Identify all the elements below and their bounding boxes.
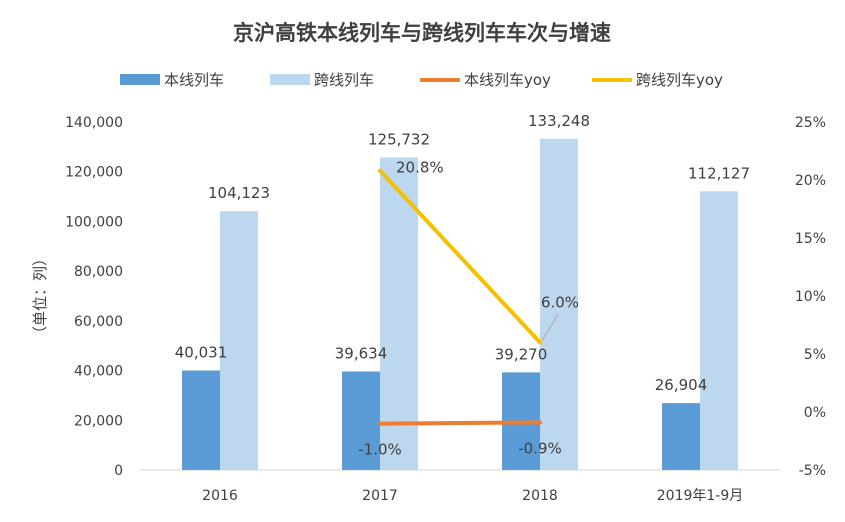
y-axis-label: （单位：列）	[31, 251, 49, 341]
bar-cross	[700, 191, 738, 471]
chart-title: 京沪高铁本线列车与跨线列车车次与增速	[233, 21, 611, 45]
right-axis-ticks: -5% 0% 5% 10% 15% 20% 25%	[795, 115, 826, 479]
legend-label: 跨线列车yoy	[636, 71, 723, 89]
bar-value-label: 39,270	[495, 345, 548, 363]
left-tick-label: 80,000	[74, 264, 123, 280]
bar-value-label: 40,031	[175, 343, 228, 361]
right-tick-label: -5%	[799, 463, 826, 479]
x-tick-label: 2018	[522, 488, 558, 504]
legend-label: 本线列车yoy	[464, 71, 551, 89]
right-tick-label: 5%	[804, 347, 826, 363]
legend-swatch	[270, 74, 310, 85]
line-value-label: -0.9%	[518, 439, 562, 457]
bars	[182, 138, 738, 471]
bar-local	[182, 370, 220, 470]
line-value-label: 6.0%	[541, 293, 579, 311]
line-value-label: 20.8%	[396, 159, 444, 177]
left-tick-label: 0	[114, 463, 123, 479]
legend-swatch	[120, 74, 160, 85]
bar-value-label: 104,123	[208, 184, 270, 202]
left-tick-label: 40,000	[74, 364, 123, 380]
legend-label: 本线列车	[164, 71, 224, 89]
bar-value-label: 125,732	[368, 130, 430, 148]
left-tick-label: 120,000	[65, 165, 123, 181]
left-axis-ticks: 0 20,000 40,000 60,000 80,000 100,000 120,000 1…	[65, 115, 123, 479]
right-tick-label: 0%	[804, 405, 826, 421]
bar-local	[662, 403, 700, 470]
x-axis-ticks: 2016 2017 2018 2019年1-9月	[202, 488, 743, 504]
left-tick-label: 140,000	[65, 115, 123, 131]
bar-value-label: 26,904	[655, 376, 708, 394]
line-cross-yoy	[378, 168, 542, 345]
legend: 本线列车 跨线列车 本线列车yoy 跨线列车yoy	[120, 71, 723, 89]
bar-value-label: 39,634	[335, 344, 388, 362]
bar-local	[342, 371, 380, 470]
left-tick-label: 60,000	[74, 314, 123, 330]
bar-cross	[380, 157, 418, 470]
x-tick-label: 2019年1-9月	[657, 488, 744, 504]
x-tick-label: 2017	[362, 488, 398, 504]
data-labels: 40,031 39,634 39,270 26,904 104,123 125,732 13…	[175, 112, 750, 459]
lines	[378, 168, 559, 426]
line-value-label: -1.0%	[358, 441, 402, 459]
label-leader-line	[541, 314, 559, 341]
bar-cross	[540, 138, 578, 470]
bar-value-label: 133,248	[528, 112, 590, 130]
right-tick-label: 15%	[795, 231, 826, 247]
left-tick-label: 20,000	[74, 413, 123, 429]
right-tick-label: 25%	[795, 115, 826, 131]
legend-label: 跨线列车	[314, 71, 374, 89]
bar-cross	[220, 211, 258, 470]
left-tick-label: 100,000	[65, 214, 123, 230]
right-tick-label: 20%	[795, 173, 826, 189]
x-tick-label: 2016	[202, 488, 238, 504]
bar-value-label: 112,127	[688, 164, 750, 182]
right-tick-label: 10%	[795, 289, 826, 305]
line-local-yoy	[378, 420, 542, 426]
